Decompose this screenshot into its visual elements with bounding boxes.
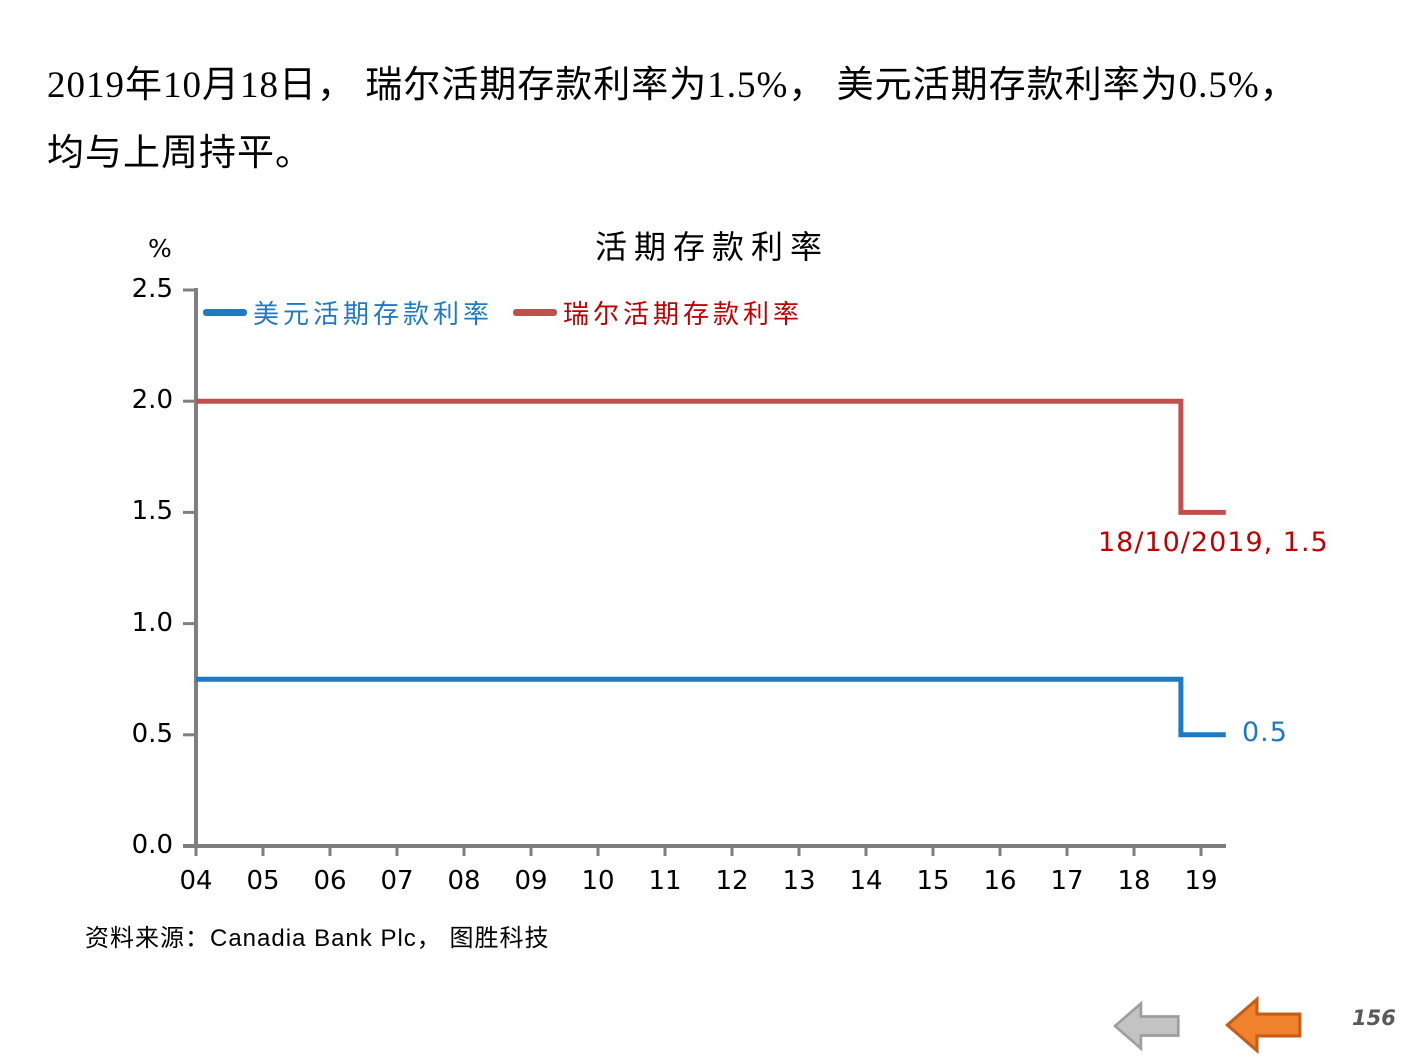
x-tick-label: 09: [514, 866, 548, 896]
left-arrow-icon: [1225, 995, 1302, 1055]
legend-label-riel: 瑞尔活期存款利率: [563, 299, 804, 329]
y-tick-label: 0.0: [131, 830, 173, 860]
back-arrow-orange[interactable]: [1225, 995, 1303, 1055]
x-tick-label: 06: [313, 866, 347, 896]
x-tick-label: 10: [581, 866, 615, 896]
heading: 2019年10月18日， 瑞尔活期存款利率为1.5%， 美元活期存款利率为0.5…: [47, 52, 1298, 188]
chart-title: 活期存款利率: [594, 229, 829, 265]
x-tick-label: 04: [179, 866, 213, 896]
x-tick-label: 07: [380, 866, 414, 896]
legend-line-swatch-usd: [203, 308, 247, 316]
x-tick-label: 16: [983, 866, 1017, 896]
series-line-usd: [196, 676, 1226, 738]
x-tick-label: 19: [1184, 866, 1218, 896]
x-tick-label: 13: [782, 866, 816, 896]
heading-line-1: 2019年10月18日， 瑞尔活期存款利率为1.5%， 美元活期存款利率为0.5…: [47, 65, 1298, 106]
y-tick-label: 1.0: [131, 607, 173, 638]
x-tick-label: 14: [849, 866, 883, 896]
source-note: 资料来源：Canadia Bank Plc， 图胜科技: [85, 925, 550, 952]
x-tick-label: 15: [916, 866, 950, 896]
y-tick-label: 0.5: [131, 718, 173, 749]
x-tick-label: 12: [715, 866, 749, 896]
back-arrow-gray[interactable]: [1113, 1000, 1181, 1052]
page-number: 156: [1352, 1006, 1396, 1030]
left-arrow-icon: [1113, 1000, 1180, 1052]
x-tick-label: 11: [648, 866, 682, 896]
x-tick-label: 05: [246, 866, 280, 896]
legend-line-swatch-riel: [513, 308, 558, 316]
data-label-usd: 0.5: [1242, 717, 1288, 748]
y-axis-unit-label: %: [148, 234, 172, 263]
y-tick-label: 1.5: [131, 496, 173, 527]
y-tick-label: 2.5: [131, 274, 173, 304]
x-tick-label: 18: [1117, 866, 1151, 896]
chart-legend: 美元活期存款利率 瑞尔活期存款利率: [203, 294, 803, 330]
data-label-riel: 18/10/2019, 1.5: [1098, 527, 1329, 558]
legend-label-usd: 美元活期存款利率: [253, 299, 494, 329]
legend-item-riel: 瑞尔活期存款利率: [513, 294, 803, 331]
series-line-riel: [196, 398, 1226, 515]
y-tick-label: 2.0: [131, 385, 173, 416]
x-tick-label: 08: [447, 866, 481, 896]
legend-item-usd: 美元活期存款利率: [203, 294, 493, 331]
heading-line-2: 均与上周持平。: [47, 133, 313, 174]
x-tick-label: 17: [1050, 866, 1084, 896]
